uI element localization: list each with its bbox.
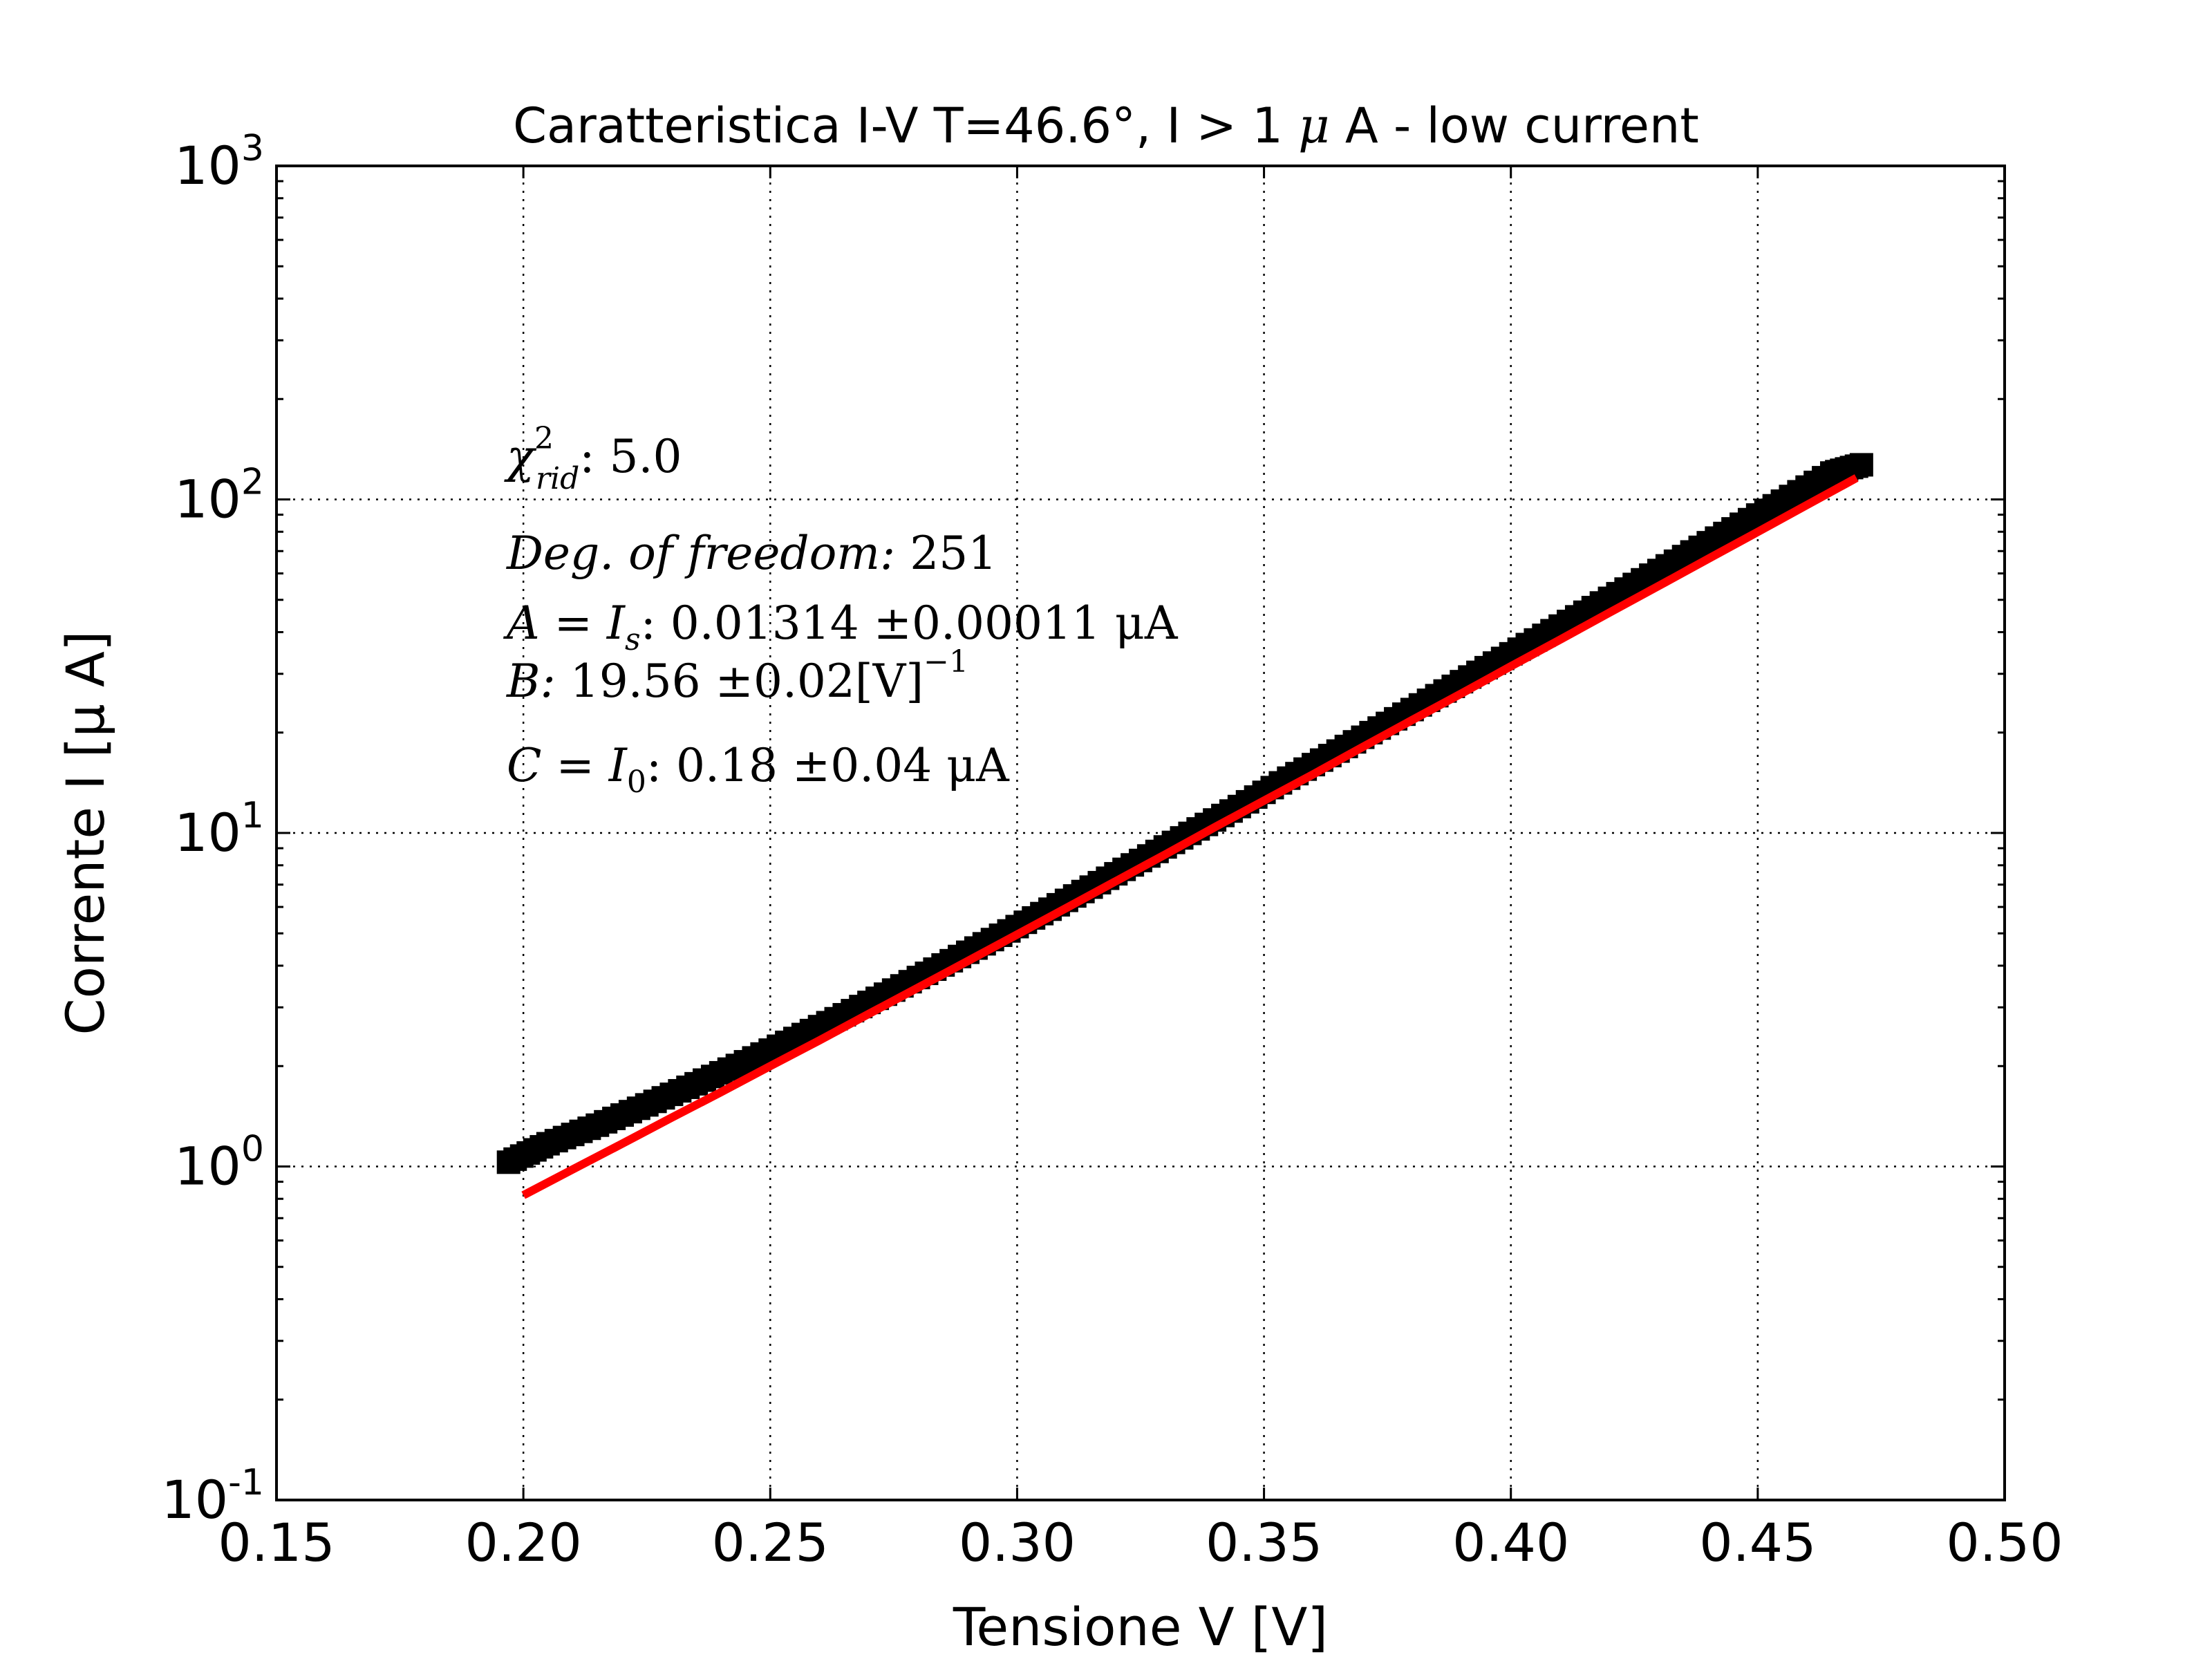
annotation-a: A = Is: 0.01314 ±0.00011 μA <box>503 597 1179 657</box>
title-pre: Caratteristica I-V T=46.6°, I > 1 <box>513 97 1298 154</box>
chi-value: : 5.0 <box>579 430 682 483</box>
axis-ticks <box>275 165 2006 1501</box>
y-tick-label: 101 <box>174 795 264 863</box>
a-label: A = I <box>503 597 626 650</box>
c-label: C = I <box>507 739 628 792</box>
y-tick-exponent: -1 <box>228 1462 264 1503</box>
x-tick-label: 0.25 <box>712 1512 829 1573</box>
chi-sub: rid <box>536 461 579 496</box>
fit-curve-group <box>521 474 1859 1199</box>
x-tick-label: 0.45 <box>1699 1512 1816 1573</box>
annotation-b: B: 19.56 ±0.02[V]−1 <box>506 644 968 708</box>
c-sub: 0 <box>627 765 646 800</box>
y-tick-label: 10-1 <box>161 1462 264 1530</box>
a-value: : 0.01314 ±0.00011 μA <box>641 597 1179 650</box>
dof-label: Deg. of freedom: <box>506 527 895 580</box>
x-tick-label: 0.40 <box>1452 1512 1569 1573</box>
y-axis-label: Corrente I [μ A] <box>55 630 116 1035</box>
y-tick-exponent: 3 <box>241 128 264 169</box>
b-value: 19.56 ±0.02[V] <box>556 655 924 708</box>
y-tick-base: 10 <box>174 135 241 196</box>
title-mu: μ <box>1298 97 1330 154</box>
y-tick-base: 10 <box>174 469 241 530</box>
y-tick-exponent: 0 <box>241 1129 264 1170</box>
y-tick-exponent: 1 <box>241 795 264 836</box>
x-tick-label: 0.20 <box>465 1512 582 1573</box>
x-tick-label: 0.30 <box>959 1512 1076 1573</box>
data-point <box>1849 453 1873 477</box>
x-axis-label: Tensione V [V] <box>953 1596 1328 1658</box>
annotation-c: C = I0: 0.18 ±0.04 μA <box>507 739 1010 800</box>
fit-line <box>521 474 1859 1199</box>
chi-symbol: χ <box>504 430 537 483</box>
x-tick-label: 0.50 <box>1946 1512 2063 1573</box>
a-sub: s <box>625 622 641 657</box>
dof-value: 251 <box>895 527 997 580</box>
b-sup: −1 <box>924 644 968 679</box>
fit-annotations: χ2 rid: 5.0 Deg. of freedom: 251 A = Is: … <box>503 421 1179 800</box>
title-post: A - low current <box>1330 97 1699 154</box>
y-tick-base: 10 <box>161 1469 228 1530</box>
annotation-dof: Deg. of freedom: 251 <box>506 527 997 580</box>
grid <box>276 166 2005 1500</box>
x-tick-label: 0.35 <box>1206 1512 1322 1573</box>
y-tick-label: 103 <box>174 128 264 196</box>
x-tick-label: 0.15 <box>218 1512 335 1573</box>
y-tick-exponent: 2 <box>241 462 264 503</box>
chi-sup: 2 <box>534 421 554 456</box>
chart-title: Caratteristica I-V T=46.6°, I > 1 μ A - … <box>513 97 1699 154</box>
y-tick-base: 10 <box>174 802 241 863</box>
y-tick-label: 102 <box>174 462 264 530</box>
x-tick-labels: 0.15 0.20 0.25 0.30 0.35 0.40 0.45 0.50 <box>218 1512 2063 1573</box>
c-value: : 0.18 ±0.04 μA <box>646 739 1010 792</box>
b-label: B: <box>506 655 556 708</box>
annotation-chi2: χ2 rid: 5.0 <box>504 421 682 496</box>
y-tick-label: 100 <box>174 1129 264 1197</box>
y-tick-base: 10 <box>174 1136 241 1197</box>
